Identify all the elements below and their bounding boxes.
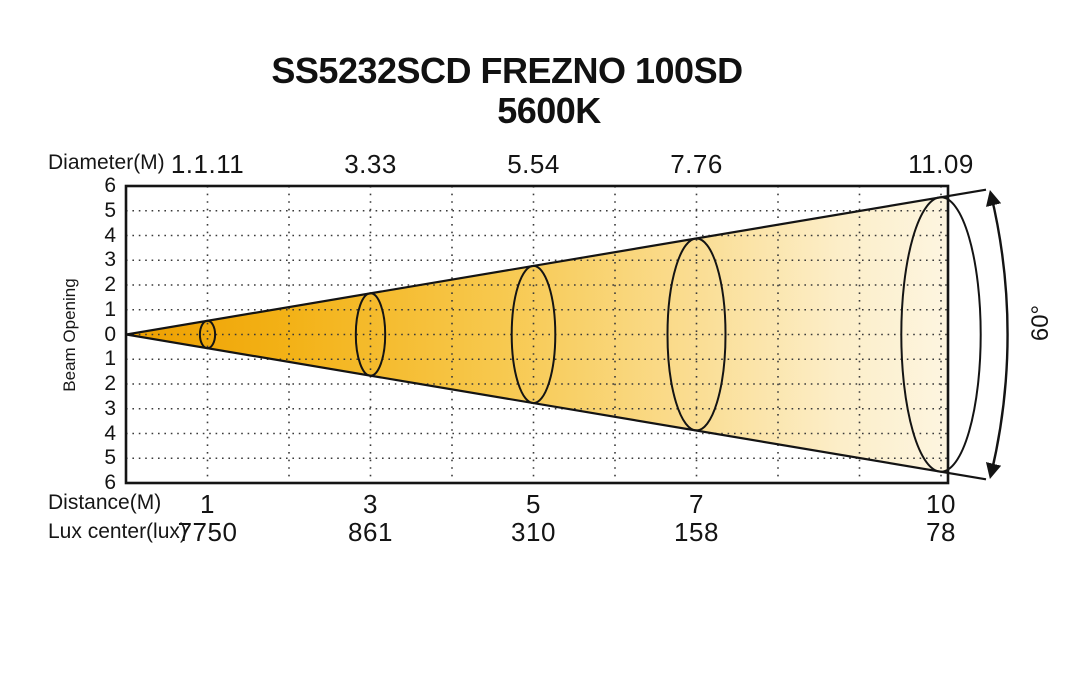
y-tick-label: 2 xyxy=(104,273,116,296)
beam-cross-section-ellipse xyxy=(354,292,387,377)
distance-value: 1 xyxy=(200,489,215,519)
diameter-value: 11.09 xyxy=(908,149,974,179)
distance-value: 5 xyxy=(526,489,541,519)
y-tick-label: 6 xyxy=(104,174,116,197)
diameter-value: 5.54 xyxy=(507,149,560,179)
y-tick-label: 3 xyxy=(104,248,116,272)
beam-cross-section-ellipse xyxy=(666,237,727,432)
page-title: SS5232SCD FREZNO 100SD xyxy=(271,50,743,91)
beam-angle-arc xyxy=(985,189,1009,480)
beam-cross-section-ellipse xyxy=(900,196,982,473)
beam-cross-section-ellipse xyxy=(198,319,217,350)
beam-edge-top xyxy=(125,188,987,336)
diameter-value: 1.1.11 xyxy=(170,149,245,179)
lux-row-label: Lux center(lux) xyxy=(48,520,187,543)
diameter-value: 3.33 xyxy=(344,149,397,179)
diameter-row-label: Diameter(M) xyxy=(48,151,165,174)
y-tick-label: 5 xyxy=(104,198,116,222)
y-tick-label: 2 xyxy=(104,372,116,395)
y-tick-label: 5 xyxy=(104,446,116,470)
distance-value: 10 xyxy=(926,489,956,519)
lux-center-value: 861 xyxy=(348,517,393,547)
diameter-value: 7.76 xyxy=(670,149,723,179)
beam-edge-bottom xyxy=(125,333,987,481)
y-tick-label: 4 xyxy=(104,223,116,247)
lux-center-value: 158 xyxy=(674,517,719,547)
y-tick-label: 3 xyxy=(104,396,116,420)
y-tick-label: 4 xyxy=(104,421,116,445)
distance-value: 7 xyxy=(689,489,704,519)
lux-center-value: 7750 xyxy=(177,517,238,547)
distance-value: 3 xyxy=(363,489,378,519)
y-tick-label: 6 xyxy=(104,471,116,494)
y-tick-label: 1 xyxy=(104,347,116,371)
beam-cross-section-ellipse xyxy=(510,264,557,405)
beam-angle-label: 60° xyxy=(1027,304,1054,342)
lux-center-value: 78 xyxy=(926,517,956,547)
page-subtitle-color-temp: 5600K xyxy=(497,90,601,131)
lux-center-value: 310 xyxy=(511,517,556,547)
y-tick-label: 0 xyxy=(104,322,116,346)
y-tick-label: 1 xyxy=(104,297,116,321)
distance-row-label: Distance(M) xyxy=(48,491,162,514)
